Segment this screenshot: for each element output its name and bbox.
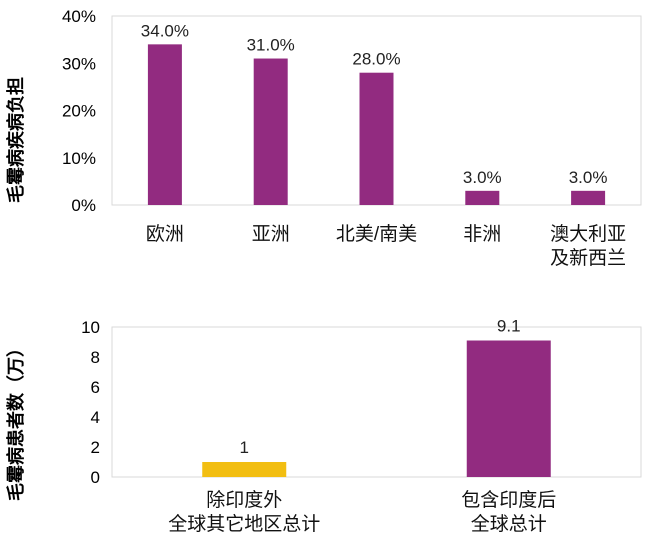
chart2-y-axis-label: 毛霉病患者数（万） xyxy=(5,339,26,501)
chart1-marks: 0% 10% 20% 30% 40% 34.0% 欧洲 31.0% 亚洲 28.0% 北美/南美 3.… xyxy=(62,7,626,269)
chart2-category-label: 除印度外全球其它地区总计 xyxy=(168,489,320,535)
chart1-category-label: 澳大利亚及新西兰 xyxy=(550,223,626,269)
chart1-bar xyxy=(465,190,500,205)
chart2-y-tick-label: 10 xyxy=(81,318,100,337)
chart2-bar xyxy=(202,462,287,477)
chart1-bar xyxy=(147,44,182,205)
chart2-data-label: 9.1 xyxy=(497,317,521,336)
chart2-category-label: 包含印度后全球总计 xyxy=(461,489,556,535)
chart1-y-axis-label: 毛霉病疾病负担 xyxy=(5,77,26,203)
chart1-y-tick-label: 10% xyxy=(62,149,96,168)
chart1-category-label: 北美/南美 xyxy=(336,223,417,245)
chart1-data-label: 34.0% xyxy=(141,21,189,40)
chart1-category-label: 亚洲 xyxy=(252,224,290,245)
chart1-y-tick-label: 20% xyxy=(62,102,96,121)
chart2-y-tick-label: 2 xyxy=(91,438,100,457)
chart1-data-label: 3.0% xyxy=(463,168,502,187)
chart1-data-label: 28.0% xyxy=(352,50,400,69)
chart2-y-tick-label: 0 xyxy=(91,468,100,487)
chart1-category-label: 欧洲 xyxy=(146,223,184,245)
chart1-y-tick-label: 30% xyxy=(62,54,96,73)
chart2-plot-area xyxy=(111,326,642,478)
chart1-y-tick-label: 0% xyxy=(71,196,96,215)
chart1-category-label: 非洲 xyxy=(463,223,501,245)
chart1-data-label: 31.0% xyxy=(247,36,295,55)
chart1-bar xyxy=(571,190,606,205)
chart1-bar xyxy=(253,58,288,206)
chart2-bar xyxy=(466,340,551,477)
chart1-y-tick-label: 40% xyxy=(62,7,96,26)
chart1-data-label: 3.0% xyxy=(569,168,608,187)
chart2-y-tick-label: 4 xyxy=(91,408,100,427)
chart1-bar xyxy=(359,72,394,205)
chart2-marks: 0 2 4 6 8 10 1 除印度外全球其它地区总计 9.1 包含印度后全球总计 xyxy=(81,317,556,536)
chart2-y-tick-label: 6 xyxy=(91,378,100,397)
chart2-data-label: 1 xyxy=(240,438,249,457)
chart2-y-tick-label: 8 xyxy=(91,348,100,367)
